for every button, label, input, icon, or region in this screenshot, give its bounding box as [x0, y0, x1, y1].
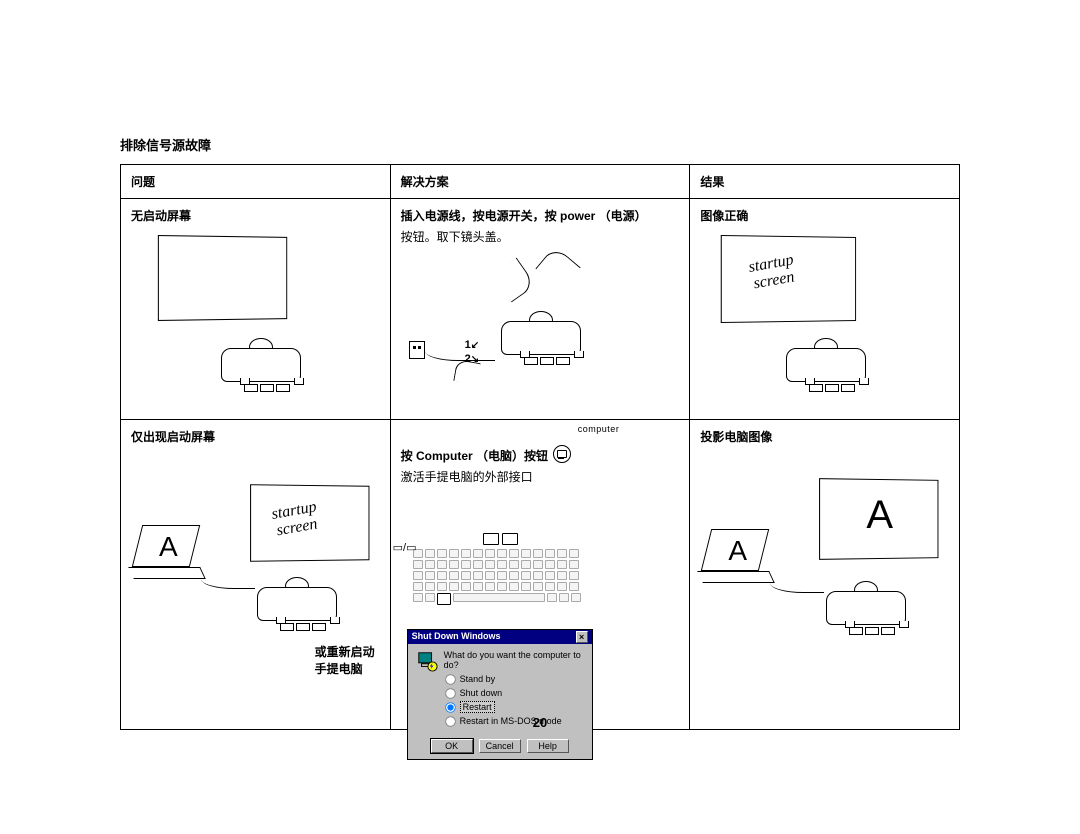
laptop-letter-a: A	[728, 535, 747, 567]
power-cable-icon	[425, 351, 495, 361]
cell-solution-1: 插入电源线，按电源开关，按 power （电源） 按钮。取下镜头盖。 1↙ 2↘	[390, 199, 690, 420]
projector-icon	[247, 565, 347, 625]
solution-2-line1: 按 Computer （电脑）按钮	[401, 442, 680, 464]
solution-2-post: （电脑）按钮	[473, 449, 548, 463]
cell-problem-2: 仅出现启动屏幕 startupscreen A	[121, 420, 391, 730]
laptop-letter-a: A	[159, 531, 178, 563]
illustration-solution-2: ▭/▭ 或重新启动手提电脑 Shut Down Windows	[401, 491, 680, 721]
computer-icon-caption: computer	[578, 424, 620, 434]
solution-1-bold: power	[560, 209, 595, 223]
projector-icon	[491, 299, 591, 359]
result-2-title: 投影电脑图像	[700, 428, 949, 445]
solution-1-line1: 插入电源线，按电源开关，按 power （电源）	[401, 207, 680, 224]
dialog-titlebar: Shut Down Windows ×	[408, 630, 592, 644]
cell-result-2: 投影电脑图像 A A	[690, 420, 960, 730]
table-row: 仅出现启动屏幕 startupscreen A	[121, 420, 960, 730]
help-button[interactable]: Help	[527, 739, 569, 753]
projector-icon	[211, 326, 311, 386]
shutdown-icon	[416, 650, 438, 672]
result-1-title: 图像正确	[700, 207, 949, 224]
step-1-label: 1↙	[465, 339, 477, 351]
cancel-button[interactable]: Cancel	[479, 739, 521, 753]
solution-2-line2: 激活手提电脑的外部接口	[401, 468, 680, 485]
table-header-row: 问题 解决方案 结果	[121, 165, 960, 199]
projector-icon	[816, 569, 916, 629]
dialog-prompt: What do you want the computer to do?	[444, 650, 584, 670]
problem-2-title: 仅出现启动屏幕	[131, 428, 380, 445]
display-toggle-icon: ▭/▭	[393, 541, 417, 554]
illustration-result-2: A A	[700, 451, 949, 671]
illustration-result-1: startupscreen	[700, 230, 949, 390]
close-icon[interactable]: ×	[576, 631, 588, 643]
computer-button-icon	[553, 445, 571, 463]
illustration-solution-1: 1↙ 2↘	[401, 251, 680, 411]
opt-standby[interactable]: Stand by	[444, 673, 584, 686]
solution-1-line2: 按钮。取下镜头盖。	[401, 228, 680, 245]
cell-problem-1: 无启动屏幕	[121, 199, 391, 420]
solution-2-pre: 按	[401, 449, 416, 463]
shutdown-dialog: Shut Down Windows ×	[407, 629, 593, 760]
outlet-icon	[409, 341, 425, 359]
col-header-result: 结果	[690, 165, 960, 199]
page-number: 20	[120, 715, 960, 730]
dialog-title-text: Shut Down Windows	[412, 631, 501, 643]
screen-letter-a: A	[866, 493, 893, 538]
cell-solution-2: computer 按 Computer （电脑）按钮 激活手提电脑的外部接口 ▭…	[390, 420, 690, 730]
solution-1-pre: 插入电源线，按电源开关，按	[401, 209, 560, 223]
step-2-label: 2↘	[465, 353, 477, 365]
section-title: 排除信号源故障	[120, 135, 960, 154]
page-content: 排除信号源故障 问题 解决方案 结果 无启动屏幕 插入电源线，按电源开关，按 p…	[120, 135, 960, 730]
ok-button[interactable]: OK	[431, 739, 473, 753]
solution-2-bold: Computer	[416, 449, 473, 463]
troubleshooting-table: 问题 解决方案 结果 无启动屏幕 插入电源线，按电源开关，按 power （电源…	[120, 164, 960, 730]
opt-shutdown[interactable]: Shut down	[444, 687, 584, 700]
solution-1-post: （电源）	[595, 209, 646, 223]
problem-1-title: 无启动屏幕	[131, 207, 380, 224]
table-row: 无启动屏幕 插入电源线，按电源开关，按 power （电源） 按钮。取下镜头盖。	[121, 199, 960, 420]
projector-icon	[776, 326, 876, 386]
illustration-problem-1	[131, 230, 380, 390]
keyboard-icon: ▭/▭	[413, 533, 599, 607]
col-header-solution: 解决方案	[390, 165, 690, 199]
hand-icon	[492, 257, 536, 302]
blank-screen-icon	[158, 235, 287, 321]
restart-laptop-label: 或重新启动手提电脑	[315, 643, 375, 677]
col-header-problem: 问题	[121, 165, 391, 199]
illustration-problem-2: startupscreen A	[131, 451, 380, 671]
hand-icon	[535, 246, 580, 291]
cell-result-1: 图像正确 startupscreen	[690, 199, 960, 420]
opt-restart[interactable]: Restart	[444, 701, 584, 714]
